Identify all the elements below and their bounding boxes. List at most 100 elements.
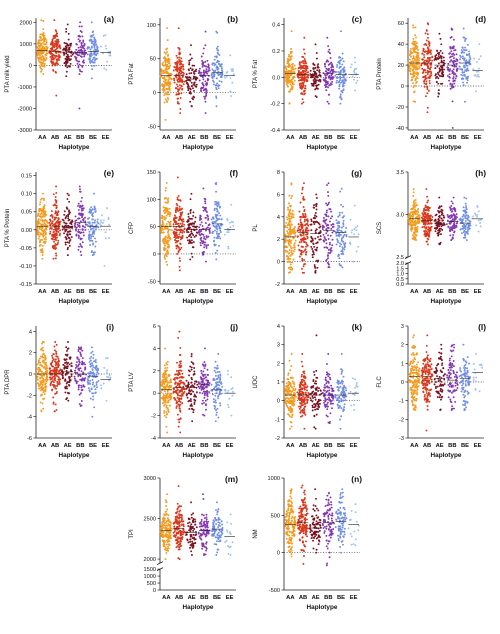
data-point (164, 76, 166, 78)
data-point (103, 67, 105, 69)
data-point (285, 76, 287, 78)
data-point (169, 223, 171, 225)
data-point (231, 82, 233, 84)
data-point (216, 233, 218, 235)
data-point (354, 68, 356, 70)
y-axis-label-h: SCS (377, 222, 383, 234)
data-point (209, 69, 211, 71)
data-point (314, 217, 316, 219)
data-point (333, 223, 335, 225)
data-point (168, 85, 170, 87)
x-tick-label-h: EE (474, 289, 482, 295)
data-point (41, 65, 43, 67)
y-tick-label-e: -0.10 (19, 264, 32, 270)
data-point (307, 74, 309, 76)
data-point (326, 184, 328, 186)
data-point (191, 239, 193, 241)
data-point (328, 68, 330, 70)
y-tick-label-d: -20 (396, 105, 404, 111)
data-point (299, 61, 301, 63)
data-point (328, 238, 330, 240)
data-point (301, 222, 303, 224)
data-point (189, 227, 191, 229)
data-point (163, 249, 165, 251)
data-point (57, 39, 59, 41)
data-point (440, 242, 442, 244)
data-point (440, 38, 442, 40)
data-point (338, 254, 340, 256)
data-point (452, 236, 454, 238)
data-point (216, 69, 218, 71)
data-point (203, 246, 205, 248)
data-point (337, 225, 339, 227)
data-point (440, 50, 442, 52)
data-point (41, 69, 43, 71)
data-point (212, 221, 214, 223)
data-point (307, 71, 309, 73)
data-point (331, 81, 333, 83)
data-point (191, 253, 193, 255)
data-point (57, 63, 59, 65)
data-point (97, 219, 99, 221)
series-e-AB (48, 186, 61, 260)
data-point (193, 65, 195, 67)
data-point (306, 227, 308, 229)
y-tick-label-a: -2000 (18, 106, 32, 112)
data-point (477, 74, 479, 76)
data-point (355, 82, 357, 84)
data-point (429, 68, 431, 70)
data-point (303, 37, 305, 39)
x-tick-label-g: AE (312, 289, 320, 295)
data-point (302, 187, 304, 189)
data-point (441, 218, 443, 220)
data-point (299, 211, 301, 213)
data-point (354, 61, 356, 63)
data-point (214, 59, 216, 61)
data-point (465, 70, 467, 72)
series-d-BE (458, 28, 471, 103)
data-point (165, 187, 167, 189)
data-point (426, 39, 428, 41)
data-point (92, 208, 94, 210)
data-point (183, 81, 185, 83)
data-point (341, 188, 343, 190)
data-point (86, 224, 88, 226)
data-point (90, 60, 92, 62)
data-point (435, 219, 437, 221)
data-point (100, 219, 102, 221)
data-point (288, 66, 290, 68)
data-point (179, 63, 181, 65)
data-point (95, 224, 97, 226)
data-point (450, 88, 452, 90)
data-point (289, 58, 291, 60)
data-point (434, 67, 436, 69)
data-point (201, 221, 203, 223)
data-point (93, 37, 95, 39)
data-point (314, 64, 316, 66)
data-point (435, 214, 437, 216)
data-point (293, 244, 295, 246)
data-point (443, 60, 445, 62)
data-point (451, 61, 453, 63)
data-point (174, 62, 176, 64)
data-point (305, 66, 307, 68)
data-point (453, 74, 455, 76)
data-point (410, 73, 412, 75)
data-point (323, 246, 325, 248)
data-point (291, 78, 293, 80)
data-point (229, 77, 231, 79)
data-point (39, 36, 41, 38)
data-point (95, 229, 97, 231)
data-point (176, 253, 178, 255)
data-point (216, 73, 218, 75)
data-point (427, 50, 429, 52)
data-point (70, 43, 72, 45)
data-point (426, 92, 428, 94)
data-point (294, 235, 296, 237)
data-point (43, 241, 45, 243)
data-point (54, 49, 56, 51)
data-point (189, 101, 191, 103)
data-point (287, 209, 289, 211)
data-point (409, 223, 411, 225)
